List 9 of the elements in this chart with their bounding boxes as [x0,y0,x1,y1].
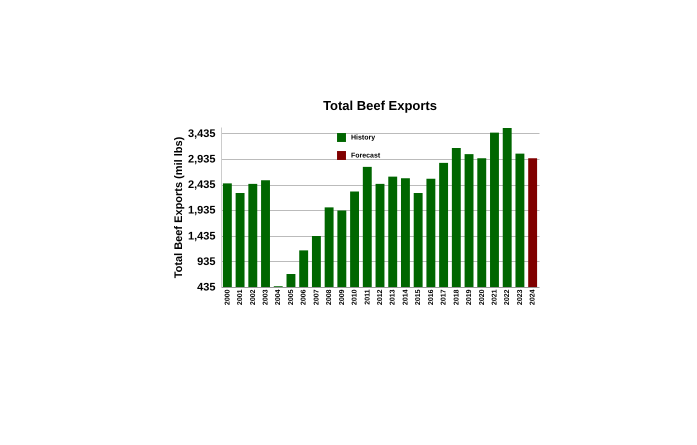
y-tick-label: 935 [197,256,216,268]
y-tick-label: 1,935 [188,204,216,217]
y-tick-label: 435 [197,282,216,294]
y-tick-label: 2,935 [188,154,216,166]
y-axis-title: Total Beef Exports (mil lbs) [172,136,185,278]
y-tick-label: 3,435 [188,128,216,140]
chart-title: Total Beef Exports [323,98,437,113]
y-tick-label: 1,435 [188,230,216,242]
y-tick-label: 2,435 [188,179,216,192]
